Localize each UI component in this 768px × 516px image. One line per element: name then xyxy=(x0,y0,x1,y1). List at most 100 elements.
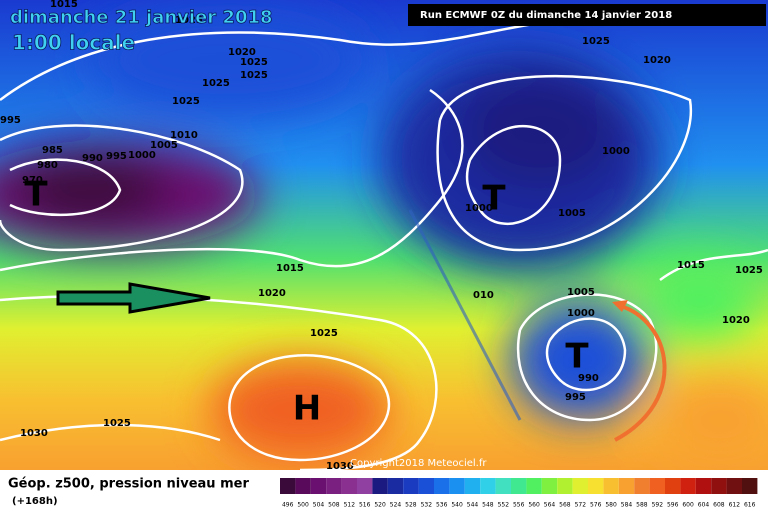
colorbar-swatch xyxy=(341,478,357,494)
pressure-label: 970 xyxy=(22,175,43,186)
system-label: T xyxy=(482,179,506,219)
colorbar-label: 528 xyxy=(405,502,417,509)
colorbar-label: 616 xyxy=(744,502,756,509)
colorbar-label: 512 xyxy=(344,502,356,509)
colorbar-label: 552 xyxy=(498,502,510,509)
colorbar-swatch xyxy=(603,478,619,494)
colorbar-label: 612 xyxy=(729,502,741,509)
run-box xyxy=(408,4,766,26)
colorbar-swatch xyxy=(618,478,635,494)
colorbar-swatch xyxy=(742,478,758,494)
colorbar-swatch xyxy=(665,478,681,494)
colorbar-swatch xyxy=(403,478,419,494)
pressure-label: 995 xyxy=(106,151,127,162)
colorbar-swatch xyxy=(464,478,481,494)
colorbar-label: 504 xyxy=(313,502,325,509)
pressure-label: 1025 xyxy=(103,418,131,429)
colorbar-label: 576 xyxy=(590,502,602,509)
system-label: H xyxy=(293,389,321,429)
pressure-label: 990 xyxy=(82,153,103,164)
colorbar-label: 544 xyxy=(467,502,479,509)
colorbar-swatch xyxy=(680,478,696,494)
pressure-label: 010 xyxy=(473,290,494,301)
colorbar-label: 560 xyxy=(528,502,540,509)
colorbar-swatch xyxy=(357,478,373,494)
colorbar-label: 600 xyxy=(682,502,694,509)
pressure-label: 980 xyxy=(37,160,58,171)
colorbar-swatch xyxy=(280,478,296,494)
colorbar-label: 508 xyxy=(328,502,340,509)
colorbar-swatch xyxy=(511,478,527,494)
pressure-label: 1015 xyxy=(276,263,304,274)
pressure-label: 1025 xyxy=(310,328,338,339)
time: 1:00 locale xyxy=(12,31,135,55)
pressure-label: 1025 xyxy=(172,96,200,107)
colorbar-swatch xyxy=(387,478,404,494)
colorbar-label: 604 xyxy=(698,502,710,509)
system-label: T xyxy=(565,337,589,377)
annotations xyxy=(56,209,667,442)
colorbar-swatch xyxy=(649,478,665,494)
colorbar-swatch xyxy=(588,478,604,494)
colorbar-swatch xyxy=(695,478,712,494)
date: dimanche 21 janvier 2018 xyxy=(10,7,273,28)
colorbar-swatch xyxy=(326,478,342,494)
colorbar-label: 536 xyxy=(436,502,448,509)
pressure-label: 1020 xyxy=(258,288,286,299)
pressure-label: 1025 xyxy=(202,78,230,89)
pressure-label: 1025 xyxy=(240,70,268,81)
pressure-label: 995 xyxy=(565,392,586,403)
colorbar-label: 584 xyxy=(621,502,633,509)
colorbar-label: 568 xyxy=(559,502,571,509)
colorbar-swatch xyxy=(372,478,388,494)
colorbar-label: 596 xyxy=(667,502,679,509)
pressure-label: 1025 xyxy=(582,36,610,47)
colorbar-label: 556 xyxy=(513,502,525,509)
colorbar-label: 580 xyxy=(605,502,617,509)
colorbar-swatch xyxy=(726,478,742,494)
pressure-label: 985 xyxy=(42,145,63,156)
colorbar-label: 548 xyxy=(482,502,494,509)
colorbar-swatch xyxy=(634,478,650,494)
pressure-label: 1005 xyxy=(558,208,586,219)
lead-time: (+168h) xyxy=(12,496,58,507)
pressure-labels: 1015102510201025102510251025995101010059… xyxy=(0,0,763,472)
footer-title: Géop. z500, pression niveau mer xyxy=(8,477,249,492)
colorbar-label: 592 xyxy=(652,502,664,509)
pressure-label: 1025 xyxy=(735,265,763,276)
pressure-label: 1030 xyxy=(20,428,48,439)
pressure-label: 1010 xyxy=(170,130,198,141)
pressure-label: 1030 xyxy=(326,461,354,472)
pressure-label: 1020 xyxy=(722,315,750,326)
colorbar-label: 496 xyxy=(282,502,294,509)
pressure-label: 995 xyxy=(0,115,21,126)
pressure-label: 1020 xyxy=(228,47,256,58)
colorbar-label: 564 xyxy=(544,502,556,509)
pressure-label: 1000 xyxy=(602,146,630,157)
colorbar-label: 588 xyxy=(636,502,648,509)
pressure-systems: T T T H xyxy=(24,175,589,429)
colorbar-label: 516 xyxy=(359,502,371,509)
pressure-label: 1005 xyxy=(150,140,178,151)
pressure-label: 1025 xyxy=(175,15,203,26)
colorbar-swatch xyxy=(480,478,496,494)
pressure-label: 990 xyxy=(578,373,599,384)
system-label: T xyxy=(24,175,48,215)
colorbar-label: 540 xyxy=(451,502,463,509)
copyright: Copyright2018 Meteociel.fr xyxy=(350,458,487,469)
colorbar-swatch xyxy=(557,478,573,494)
colorbar-swatch xyxy=(711,478,727,494)
run: Run ECMWF 0Z du dimanche 14 janvier 2018 xyxy=(420,10,672,21)
colorbar-swatch xyxy=(572,478,588,494)
pressure-label: 1015 xyxy=(50,0,78,10)
colorbar-label: 572 xyxy=(575,502,587,509)
colorbar-swatch xyxy=(541,478,558,494)
colorbar-swatch xyxy=(418,478,434,494)
isobars xyxy=(0,18,768,472)
map-background xyxy=(0,0,768,470)
colorbar-label: 524 xyxy=(390,502,402,509)
colorbar-swatch xyxy=(434,478,450,494)
pressure-label: 1005 xyxy=(567,287,595,298)
colorbar: 496 500 504 508 512 516 520 524 528 532 536 540 544 5… xyxy=(280,478,758,509)
